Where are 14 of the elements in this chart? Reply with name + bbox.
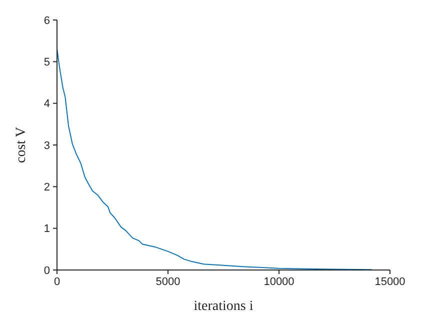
x-axis-title: iterations i [194, 299, 254, 314]
line-series [57, 48, 372, 270]
x-tick-label: 0 [54, 276, 60, 288]
y-tick-label: 1 [44, 223, 50, 236]
y-tick-label: 0 [44, 264, 50, 277]
y-tick-label: 4 [44, 98, 50, 110]
x-tick-label: 5000 [156, 276, 180, 288]
x-tick-label: 10000 [264, 276, 294, 288]
y-tick-label: 3 [44, 140, 50, 152]
y-tick-label: 5 [44, 56, 50, 69]
y-axis-title: cost V [14, 127, 29, 163]
y-tick-label: 6 [44, 14, 50, 27]
x-tick-label: 15000 [374, 276, 406, 288]
y-tick-label: 2 [44, 182, 50, 194]
